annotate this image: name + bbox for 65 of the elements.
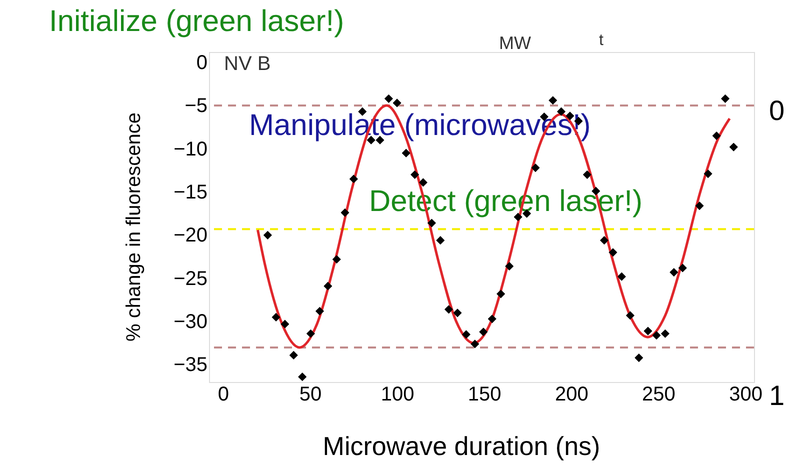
point xyxy=(678,264,687,272)
point xyxy=(428,218,436,228)
point xyxy=(712,132,721,140)
point xyxy=(289,351,298,360)
point xyxy=(496,290,506,298)
point xyxy=(548,96,558,105)
text: 0 xyxy=(769,95,785,126)
y-tick-label: −25 xyxy=(174,268,208,290)
point xyxy=(531,164,540,172)
x-tick-label: 200 xyxy=(554,384,588,406)
point xyxy=(583,170,592,179)
point xyxy=(410,170,419,179)
point xyxy=(453,308,462,318)
point xyxy=(272,313,280,322)
point xyxy=(652,331,661,340)
point xyxy=(263,230,272,240)
x-axis-title: Microwave duration (ns) xyxy=(322,431,600,461)
point xyxy=(444,305,453,314)
point xyxy=(306,329,315,338)
point xyxy=(280,320,290,328)
y-tick-label: −20 xyxy=(174,224,208,247)
point xyxy=(436,236,445,245)
annotation: NV B xyxy=(224,53,271,75)
point xyxy=(488,314,496,324)
x-tick-label: 300 xyxy=(729,384,762,406)
point xyxy=(505,262,514,270)
point xyxy=(340,208,350,217)
point xyxy=(418,178,428,187)
point xyxy=(729,142,738,152)
point xyxy=(384,94,393,103)
point xyxy=(704,170,712,178)
point xyxy=(324,282,332,290)
point xyxy=(350,174,358,184)
x-tick-label: 0 xyxy=(218,384,229,406)
y-tick-label: −10 xyxy=(174,138,208,160)
y-tick-label: −5 xyxy=(184,95,208,118)
y-tick-label: −15 xyxy=(174,181,208,204)
point xyxy=(661,329,670,338)
text: Initialize (green laser!) xyxy=(49,5,344,38)
point xyxy=(617,272,626,281)
y-tick-label: −35 xyxy=(174,354,208,376)
y-tick-label: −30 xyxy=(174,311,208,334)
x-tick-label: 100 xyxy=(380,384,414,406)
y-axis-title: % change in fluorescence xyxy=(123,112,145,342)
point xyxy=(644,326,652,336)
point xyxy=(392,98,402,108)
point xyxy=(670,268,678,276)
point xyxy=(608,248,618,257)
x-tick-label: 150 xyxy=(468,384,502,406)
point xyxy=(298,372,307,381)
point xyxy=(316,306,324,316)
point xyxy=(332,255,341,264)
y-tick-label: 0 xyxy=(196,52,208,74)
text: 1 xyxy=(769,380,785,411)
point xyxy=(721,94,730,103)
point xyxy=(479,328,488,336)
x-tick-label: 50 xyxy=(299,384,322,406)
annotation: MW xyxy=(499,33,531,53)
point xyxy=(695,202,704,210)
point xyxy=(600,236,608,245)
point xyxy=(634,354,644,362)
x-tick-label: 250 xyxy=(642,384,676,406)
point xyxy=(462,330,470,339)
text: t xyxy=(599,32,604,49)
point xyxy=(402,148,410,158)
